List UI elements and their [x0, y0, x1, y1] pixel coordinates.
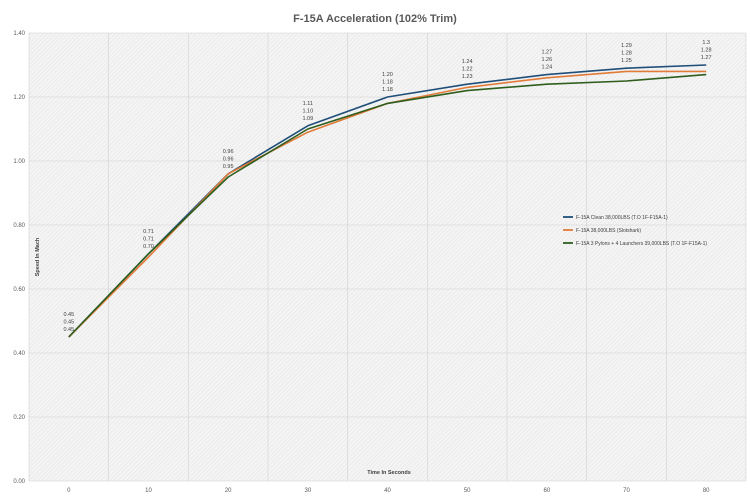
y-tick-label: 1.40 [13, 31, 25, 37]
data-label: 0.96 [223, 156, 234, 162]
data-label: 1.18 [382, 87, 393, 93]
data-label: 1.09 [302, 116, 313, 122]
data-label: 0.70 [143, 244, 154, 250]
data-label: 1.28 [621, 51, 632, 57]
x-tick-label: 70 [623, 488, 630, 494]
data-labels-layer: 0.450.450.450.710.710.700.960.960.951.11… [63, 40, 711, 333]
data-label: 0.71 [143, 229, 154, 235]
x-tick-label: 40 [384, 488, 391, 494]
y-tick-label: 0.80 [13, 223, 25, 229]
plot-background [29, 33, 746, 481]
x-axis-ticks: 0 10 20 30 40 50 60 70 80 [67, 488, 710, 494]
data-label: 1.28 [701, 48, 712, 54]
x-tick-label: 20 [225, 488, 232, 494]
data-label: 1.27 [701, 55, 712, 61]
data-label: 0.45 [63, 320, 74, 326]
y-tick-label: 1.20 [13, 95, 25, 101]
data-label: 1.22 [462, 67, 473, 73]
y-tick-label: 0.20 [13, 415, 25, 421]
data-label: 1.23 [462, 74, 473, 80]
data-label: 1.11 [303, 101, 313, 107]
x-tick-label: 10 [145, 488, 152, 494]
data-label: 1.26 [541, 57, 552, 63]
legend-entry: F-15A 38,000LBS (Slotshark) [576, 228, 641, 234]
y-axis-ticks: 0.00 0.20 0.40 0.60 0.80 1.00 1.20 1.40 [13, 31, 25, 485]
x-axis-title: Time In Seconds [367, 470, 411, 476]
x-tick-label: 50 [464, 488, 471, 494]
data-label: 1.10 [302, 108, 313, 114]
legend-entry: F-15A Clean 38,000LBS (T.O 1F-F15A-1) [576, 215, 668, 221]
data-label: 1.27 [541, 50, 552, 56]
legend-entry: F-15A 3 Pylons + 4 Launchers 39,000LBS (… [576, 241, 707, 247]
chart-title: F-15A Acceleration (102% Trim) [293, 13, 457, 25]
y-axis-title: Speed In Mach [35, 237, 41, 276]
data-label: 1.24 [541, 65, 552, 71]
y-tick-label: 0.00 [13, 479, 25, 485]
data-label: 0.45 [63, 312, 74, 318]
data-label: 1.29 [621, 43, 632, 49]
grid-layer [28, 32, 747, 482]
x-tick-label: 0 [67, 488, 71, 494]
data-label: 1.24 [462, 59, 473, 65]
y-tick-label: 1.00 [13, 159, 25, 165]
x-tick-label: 60 [543, 488, 550, 494]
data-label: 1.18 [382, 80, 393, 86]
data-label: 1.3 [702, 40, 710, 46]
series-layer [68, 64, 707, 338]
data-label: 1.25 [621, 58, 632, 64]
data-label: 0.96 [223, 149, 234, 155]
y-tick-label: 0.60 [13, 287, 25, 293]
x-tick-label: 80 [703, 488, 710, 494]
data-label: 0.45 [63, 327, 74, 333]
series-line-3 [68, 73, 707, 338]
data-label: 0.71 [143, 236, 154, 242]
data-label: 1.20 [382, 72, 393, 78]
y-tick-label: 0.40 [13, 351, 25, 357]
x-tick-label: 30 [304, 488, 311, 494]
legend: F-15A Clean 38,000LBS (T.O 1F-F15A-1) F-1… [563, 215, 707, 247]
data-label: 0.95 [223, 164, 234, 170]
